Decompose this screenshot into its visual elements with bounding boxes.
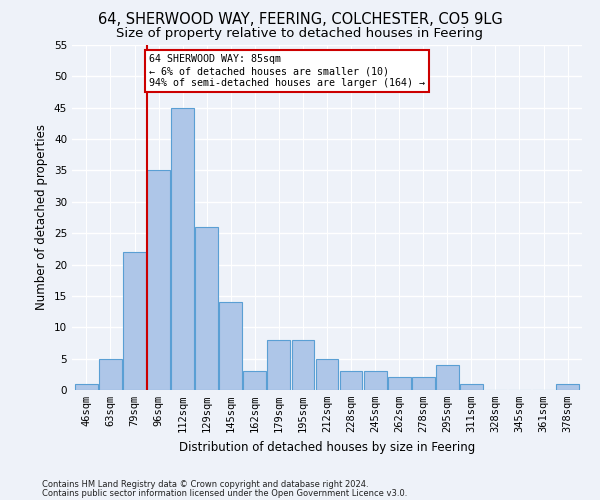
- Bar: [412, 378, 434, 390]
- Bar: [268, 340, 290, 390]
- Bar: [316, 358, 338, 390]
- Text: 64 SHERWOOD WAY: 85sqm
← 6% of detached houses are smaller (10)
94% of semi-deta: 64 SHERWOOD WAY: 85sqm ← 6% of detached …: [149, 54, 425, 88]
- Bar: [340, 371, 362, 390]
- Bar: [364, 371, 386, 390]
- Bar: [244, 371, 266, 390]
- X-axis label: Distribution of detached houses by size in Feering: Distribution of detached houses by size …: [179, 440, 475, 454]
- Bar: [388, 378, 410, 390]
- Text: Contains public sector information licensed under the Open Government Licence v3: Contains public sector information licen…: [42, 489, 407, 498]
- Text: 64, SHERWOOD WAY, FEERING, COLCHESTER, CO5 9LG: 64, SHERWOOD WAY, FEERING, COLCHESTER, C…: [98, 12, 502, 28]
- Bar: [147, 170, 170, 390]
- Bar: [75, 384, 98, 390]
- Bar: [436, 365, 459, 390]
- Bar: [171, 108, 194, 390]
- Bar: [292, 340, 314, 390]
- Text: Size of property relative to detached houses in Feering: Size of property relative to detached ho…: [116, 28, 484, 40]
- Bar: [556, 384, 579, 390]
- Y-axis label: Number of detached properties: Number of detached properties: [35, 124, 49, 310]
- Bar: [123, 252, 146, 390]
- Bar: [195, 227, 218, 390]
- Bar: [220, 302, 242, 390]
- Bar: [460, 384, 483, 390]
- Text: Contains HM Land Registry data © Crown copyright and database right 2024.: Contains HM Land Registry data © Crown c…: [42, 480, 368, 489]
- Bar: [99, 358, 122, 390]
